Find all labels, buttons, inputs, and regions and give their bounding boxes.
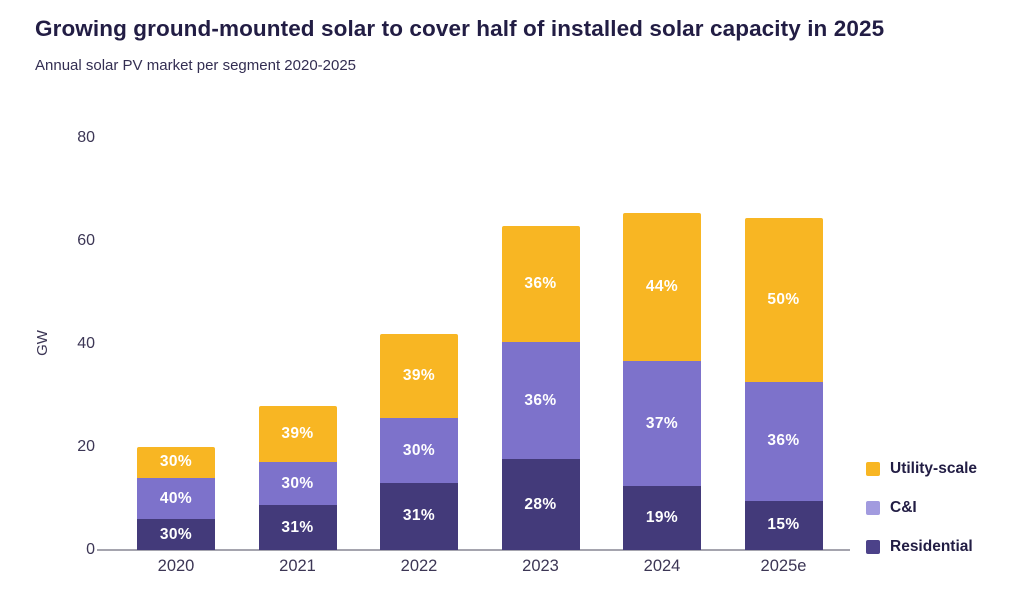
bar-segment-utility-scale: 50% [744,217,823,383]
segment-percent-label: 30% [159,525,193,543]
x-tick-label-2023: 2023 [522,557,559,575]
x-tick-label-2024: 2024 [643,557,681,575]
bar-2022: 31% 30% 39% [380,333,458,550]
bar-segment-c-i: 36% [744,382,823,501]
bar-segment-utility-scale: 39% [258,405,337,463]
legend-swatch-icon [866,462,880,476]
chart-subtitle: Annual solar PV market per segment 2020-… [35,57,357,74]
bar-segment-residential: 19% [623,485,701,550]
segment-percent-label: 31% [281,518,314,536]
segment-percent-label: 50% [767,291,800,309]
legend-label: C&I [890,499,917,516]
legend-label: Residential [890,538,973,555]
bar-segment-utility-scale: 39% [380,333,458,419]
x-tick-label-2025e: 2025e [760,557,807,575]
segment-percent-label: 40% [159,489,193,507]
bar-2021: 31% 30% 39% [258,405,337,550]
bar-segment-residential: 30% [137,519,215,550]
bar-2023: 28% 36% 36% [501,225,580,550]
segment-percent-label: 39% [402,366,436,384]
bar-segment-c-i: 37% [623,361,701,486]
bar-segment-utility-scale: 30% [137,447,215,478]
segment-percent-label: 30% [402,441,436,459]
segment-percent-label: 31% [402,507,436,525]
segment-percent-label: 15% [767,516,800,534]
y-tick-label: 0 [86,541,95,558]
bar-segment-residential: 31% [258,505,337,550]
y-tick-label: 80 [77,129,95,146]
segment-percent-label: 39% [281,424,314,442]
bar-segment-residential: 15% [744,500,823,550]
segment-percent-label: 36% [524,391,557,409]
y-axis-unit-label: GW [34,330,51,356]
legend-swatch-icon [866,501,880,515]
segment-percent-label: 28% [524,495,557,513]
bar-segment-c-i: 30% [380,418,458,483]
x-axis-line [97,549,850,551]
segment-percent-label: 19% [645,508,679,526]
segment-percent-label: 44% [645,277,679,295]
legend-item-residential: Residential [866,538,1016,556]
bar-2025e: 15% 36% 50% [744,217,823,550]
x-tick-label-2021: 2021 [279,557,316,575]
x-tick-label-2022: 2022 [400,557,438,575]
legend: Utility-scale C&I Residential [866,460,1016,556]
bar-segment-c-i: 36% [501,342,580,460]
bar-segment-utility-scale: 44% [623,212,701,362]
bar-segment-c-i: 40% [137,477,215,520]
segment-percent-label: 30% [159,453,193,471]
legend-item-c-i: C&I [866,499,1016,517]
segment-percent-label: 36% [767,432,800,450]
segment-percent-label: 30% [281,474,314,492]
segment-percent-label: 36% [524,274,557,292]
legend-item-utility-scale: Utility-scale [866,460,1016,478]
bar-segment-residential: 31% [380,482,458,550]
bar-2020: 30% 40% 30% [137,447,215,550]
bar-segment-residential: 28% [501,459,580,550]
legend-label: Utility-scale [890,460,978,477]
y-tick-label: 40 [77,335,95,352]
y-tick-label: 20 [77,438,95,455]
bar-segment-c-i: 30% [258,462,337,506]
x-tick-label-2020: 2020 [157,557,195,575]
chart-title: Growing ground-mounted solar to cover ha… [35,16,885,41]
legend-swatch-icon [866,540,880,554]
y-tick-label: 60 [77,232,95,249]
bar-2024: 19% 37% 44% [623,212,701,550]
bar-segment-utility-scale: 36% [501,225,580,343]
segment-percent-label: 37% [645,414,679,432]
